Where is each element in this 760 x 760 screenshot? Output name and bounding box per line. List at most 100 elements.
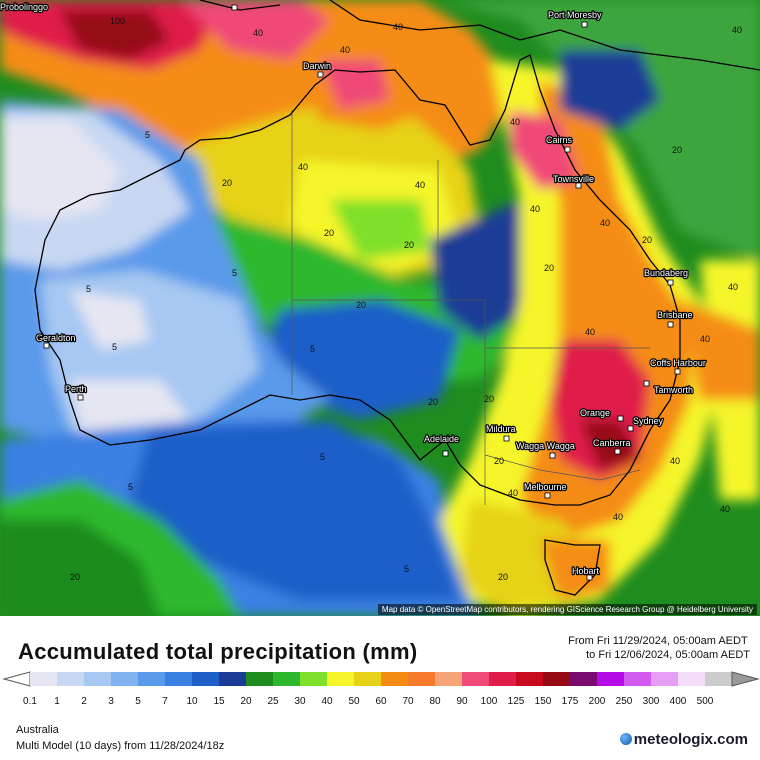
legend-swatch: [111, 672, 139, 686]
contour-label: 40: [253, 28, 263, 38]
legend-arrow-right: [731, 671, 760, 687]
contour-label: 20: [672, 145, 682, 155]
legend-label: 0.1: [23, 696, 37, 707]
legend-label: 80: [429, 696, 441, 707]
legend-label: 10: [186, 696, 198, 707]
contour-label: 20: [428, 397, 438, 407]
legend-swatch: [705, 672, 733, 686]
svg-text:Geraldton: Geraldton: [36, 333, 76, 343]
svg-text:Port Moresby: Port Moresby: [548, 10, 602, 20]
legend-label: 300: [643, 696, 660, 707]
city-sydney: Sydney: [627, 415, 665, 432]
contour-label: 40: [720, 504, 730, 514]
svg-text:Orange: Orange: [580, 408, 610, 418]
contour-label: 5: [310, 344, 315, 354]
svg-text:Bundaberg: Bundaberg: [644, 268, 688, 278]
legend-swatch: [300, 672, 328, 686]
city-orange: Orange: [579, 407, 624, 422]
contour-label: 40: [585, 327, 595, 337]
city-geraldton: Geraldton: [35, 332, 77, 349]
legend-swatch: [435, 672, 463, 686]
contour-label: 40: [510, 117, 520, 127]
contour-labels: 100 40 40 40 40 40 20 20 20 20 5 5 5 5 5…: [70, 16, 742, 582]
city-darwin: Darwin: [302, 60, 332, 78]
map-attribution: Map data © OpenStreetMap contributors, r…: [377, 604, 757, 615]
contour-label: 100: [110, 16, 125, 26]
footer-panel: [0, 616, 760, 760]
svg-text:Coffs Harbour: Coffs Harbour: [650, 358, 706, 368]
precipitation-map: 100 40 40 40 40 40 20 20 20 20 5 5 5 5 5…: [0, 0, 760, 616]
city-perth: Perth: [64, 383, 88, 401]
svg-text:Adelaide: Adelaide: [424, 434, 459, 444]
legend-swatch: [408, 672, 436, 686]
legend-label: 20: [240, 696, 252, 707]
svg-text:Canberra: Canberra: [593, 438, 631, 448]
city-tamworth: Tamworth: [643, 380, 694, 396]
city-bundaberg: Bundaberg: [643, 267, 689, 286]
legend-label: 175: [562, 696, 579, 707]
legend-label: 125: [508, 696, 525, 707]
region-label: Australia: [16, 724, 59, 736]
legend-label: 200: [589, 696, 606, 707]
legend-label: 400: [670, 696, 687, 707]
city-markers: Probolinggo Port Moresby Darwin Cairns T…: [0, 1, 707, 581]
contour-label: 40: [613, 512, 623, 522]
legend-label: 5: [135, 696, 141, 707]
legend-label: 150: [535, 696, 552, 707]
city-probolinggo: Probolinggo: [0, 1, 238, 13]
city-brisbane: Brisbane: [656, 309, 694, 328]
contour-label: 40: [508, 488, 518, 498]
contour-label: 5: [128, 482, 133, 492]
chart-title: Accumulated total precipitation (mm): [18, 639, 418, 664]
legend-label: 2: [81, 696, 87, 707]
svg-text:Cairns: Cairns: [546, 135, 573, 145]
contour-label: 20: [498, 572, 508, 582]
svg-text:Tamworth: Tamworth: [654, 385, 693, 395]
legend-label: 500: [697, 696, 714, 707]
period-to: to Fri 12/06/2024, 05:00am AEDT: [586, 649, 750, 661]
svg-text:Probolinggo: Probolinggo: [0, 2, 48, 12]
city-townsville: Townsville: [552, 173, 595, 189]
color-legend: 0.1 1 2 3 5 7 10 15 20 25 30 40 50 60 70 80 90 100 125 150 1…: [2, 671, 760, 707]
legend-label: 7: [162, 696, 168, 707]
city-wagga-wagga: Wagga Wagga: [515, 440, 576, 459]
svg-text:Hobart: Hobart: [572, 566, 600, 576]
city-coffs-harbour: Coffs Harbour: [649, 357, 707, 375]
legend-swatch: [192, 672, 220, 686]
legend-swatch: [516, 672, 544, 686]
contour-label: 20: [324, 228, 334, 238]
city-hobart: Hobart: [571, 565, 601, 581]
city-mildura: Mildura: [485, 423, 517, 442]
legend-swatch: [30, 672, 58, 686]
logo-globe-icon: [619, 733, 632, 745]
svg-text:Melbourne: Melbourne: [524, 482, 567, 492]
contour-label: 20: [222, 178, 232, 188]
contour-label: 5: [232, 268, 237, 278]
city-adelaide: Adelaide: [423, 433, 460, 457]
contour-label: 40: [700, 334, 710, 344]
contour-label: 40: [728, 282, 738, 292]
contour-label: 5: [404, 564, 409, 574]
contour-label: 20: [642, 235, 652, 245]
contour-label: 20: [356, 300, 366, 310]
meteologix-logo[interactable]: meteologix.com: [619, 731, 748, 748]
svg-text:Townsville: Townsville: [553, 174, 594, 184]
legend-swatch: [489, 672, 517, 686]
legend-label: 60: [375, 696, 387, 707]
legend-swatch: [57, 672, 85, 686]
city-cairns: Cairns: [545, 134, 574, 153]
contour-label: 40: [393, 22, 403, 32]
model-info: Multi Model (10 days) from 11/28/2024/18…: [16, 740, 225, 752]
contour-label: 40: [298, 162, 308, 172]
contour-label: 40: [600, 218, 610, 228]
legend-label: 3: [108, 696, 114, 707]
legend-label: 30: [294, 696, 306, 707]
legend-label: 15: [213, 696, 225, 707]
state-borders: [291, 110, 650, 505]
legend-swatch: [570, 672, 598, 686]
legend-label: 50: [348, 696, 360, 707]
svg-text:Brisbane: Brisbane: [657, 310, 693, 320]
legend-swatch: [246, 672, 274, 686]
legend-swatch: [219, 672, 247, 686]
contour-label: 5: [112, 342, 117, 352]
